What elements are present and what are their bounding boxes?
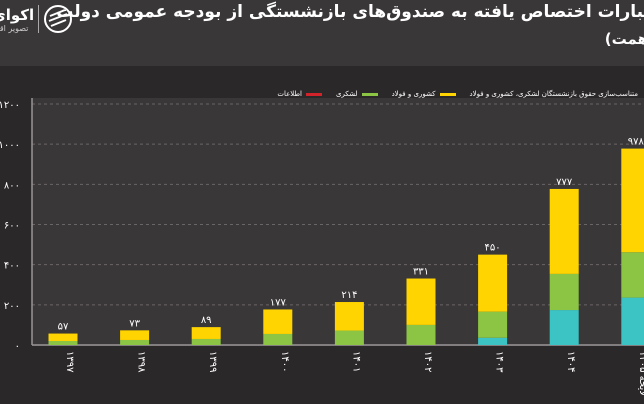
y-tick-label: ۸۰۰ [4, 180, 20, 191]
bar-segment [120, 339, 150, 345]
data-label: ۱۷۷ [270, 297, 287, 308]
legend: متناسب‌سازی حقوق بازنشستگان لشکری، کشوری… [277, 90, 638, 98]
logo-name: اکوای [0, 5, 35, 24]
y-tick-label: ۱۰۰۰ [0, 140, 20, 151]
chart-subtitle: همت) [604, 30, 644, 48]
bar-segment [621, 297, 644, 345]
bar-segment [334, 302, 364, 331]
legend-item: اطلاعات [277, 90, 322, 98]
bar-segment [48, 340, 78, 345]
legend-item: کشوری و فولاد [392, 90, 456, 98]
bar-segment [621, 252, 644, 298]
bar-segment [549, 310, 579, 345]
data-label: ۷۷۷ [556, 177, 573, 188]
data-label: ۲۱۴ [341, 290, 357, 301]
logo: اکوای تصویر اقت [0, 4, 73, 34]
legend-label: اطلاعات [277, 90, 302, 98]
y-tick-label: ۴۰۰ [4, 261, 20, 272]
data-label: ۹۷۸ [628, 137, 644, 148]
x-tick-label: لایحه ۱۴۰۵ [637, 351, 644, 396]
bar-segment [120, 330, 150, 340]
legend-item: متناسب‌سازی حقوق بازنشستگان لشکری، کشوری… [470, 90, 638, 98]
bar-segment [549, 188, 579, 274]
data-label: ۴۵۰ [485, 243, 501, 254]
bar-segment [621, 148, 644, 253]
data-label: ۸۹ [201, 315, 212, 326]
x-tick-label: ۱۴۰۲ [422, 351, 433, 372]
y-tick-label: ۲۰۰ [4, 301, 20, 312]
y-tick-label: ۰ [15, 341, 20, 352]
x-tick-label: ۱۳۹۷ [64, 351, 75, 373]
y-tick-label: ۶۰۰ [4, 221, 20, 232]
x-tick-label: ۱۳۹۸ [136, 351, 147, 373]
x-tick-label: ۱۴۰۳ [494, 351, 505, 373]
bar-segment [191, 338, 221, 345]
legend-label: متناسب‌سازی حقوق بازنشستگان لشکری، کشوری… [469, 90, 638, 98]
bar-segment [406, 278, 436, 325]
x-tick-label: ۱۴۰۴ [565, 351, 576, 372]
bar-segment [478, 337, 508, 345]
bar-segment [263, 309, 293, 334]
legend-swatch [361, 92, 378, 96]
bar-segment [48, 333, 78, 341]
bar-segment [549, 273, 579, 311]
legend-label: کشوری و فولاد [391, 90, 436, 98]
bar-segment [334, 330, 364, 345]
bar-segment [263, 333, 293, 345]
data-label: ۵۷ [58, 322, 69, 333]
bar-segment [478, 254, 508, 312]
data-label: ۷۳ [129, 318, 140, 329]
x-tick-label: ۱۴۰۱ [350, 351, 361, 372]
bar-segment [406, 324, 436, 345]
data-label: ۳۳۱ [413, 267, 429, 278]
legend-item: لشکری [336, 90, 378, 98]
x-tick-label: ۱۴۰۰ [279, 351, 290, 372]
chart-title: تبارات اختصاص یافته به صندوق‌های بازنشست… [56, 2, 644, 22]
bar-segment [478, 311, 508, 338]
legend-swatch [439, 92, 456, 96]
legend-label: لشکری [335, 90, 358, 98]
logo-icon [44, 5, 73, 33]
y-tick-label: ۱۲۰۰ [0, 100, 20, 111]
bar-segment [191, 327, 221, 339]
legend-swatch [305, 92, 322, 96]
x-tick-label: ۱۳۹۹ [207, 351, 218, 372]
logo-tagline: تصویر اقت [0, 23, 29, 33]
header: اکوای تصویر اقت تبارات اختصاص یافته به ص… [0, 0, 644, 66]
